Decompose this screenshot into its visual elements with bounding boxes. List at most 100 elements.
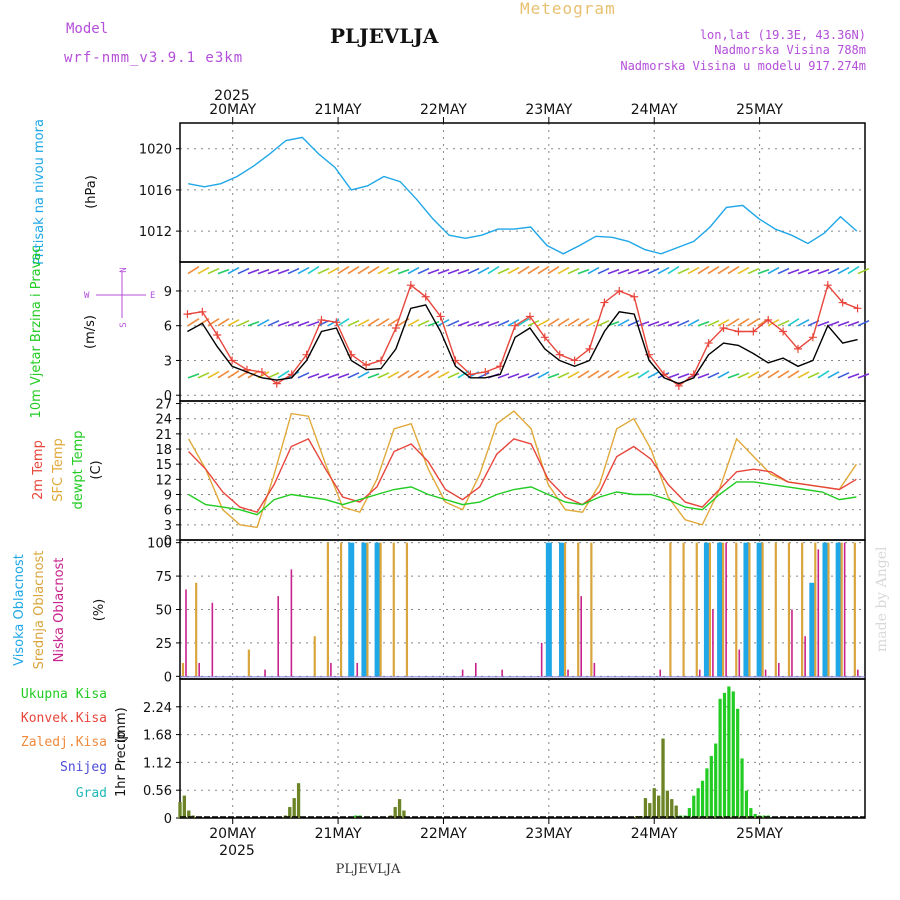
wind-arrow: [367, 373, 380, 379]
wind-arrow: [857, 319, 870, 327]
mid-cloud-bar: [195, 582, 198, 677]
wind-arrow: [197, 372, 210, 379]
conv-precip-bar: [182, 795, 186, 818]
wind-arrow: [407, 370, 420, 379]
conv-precip-bar: [665, 790, 670, 818]
total-precip-bar: [736, 708, 740, 818]
wind-arrow: [567, 371, 580, 379]
wind-arrow: [487, 265, 500, 275]
footer-station: PLJEVLJA: [336, 862, 401, 877]
wind-arrow: [227, 370, 240, 379]
y-tick-label: 0: [164, 812, 172, 827]
wind-arrow: [277, 370, 290, 379]
mid-cloud-bar: [379, 542, 382, 677]
y-tick-label: 3: [164, 354, 172, 369]
wind-arrow: [847, 373, 860, 379]
conv-precip-bar: [652, 788, 656, 818]
wind-arrow: [397, 318, 410, 327]
mid-cloud-bar: [840, 542, 843, 677]
wind-arrow: [617, 319, 630, 327]
y-tick-label: 2.24: [143, 701, 172, 716]
y-tick-label: 0: [164, 670, 172, 685]
conv-precip-bar: [648, 803, 652, 818]
low-cloud-bar: [857, 669, 859, 677]
wind-arrow: [207, 371, 220, 379]
x-tick-label-top: 24MAY: [631, 102, 678, 118]
wind-arrow: [777, 370, 790, 379]
wind-arrow: [607, 370, 620, 379]
gust-marker: [317, 315, 326, 324]
gust-marker: [421, 292, 430, 301]
temp2m-title: 2m Temp: [31, 440, 46, 500]
conv-precip-bar: [657, 795, 661, 818]
total-precip-bar: [731, 691, 735, 818]
wind-arrow: [427, 268, 440, 275]
wind-arrow: [587, 266, 600, 275]
wind-arrow: [697, 265, 710, 275]
low-cloud-title: Niska Oblacnost: [52, 558, 67, 663]
wind-arrow: [817, 268, 830, 275]
wind-arrow: [657, 266, 670, 275]
wind-arrow: [707, 319, 720, 327]
wind-arrow: [447, 372, 460, 379]
low-cloud-bar: [290, 569, 293, 677]
mid-cloud-bar: [247, 649, 250, 677]
low-cloud-bar: [264, 669, 266, 677]
wind-arrow: [387, 267, 400, 275]
wind-arrow: [697, 320, 710, 327]
conv-precip-bar: [288, 807, 292, 818]
wind-arrow: [727, 265, 740, 275]
gust-marker: [362, 361, 371, 370]
conv-precip-bar: [643, 798, 648, 818]
wind-arrow: [627, 372, 640, 379]
wind-arrow: [527, 372, 540, 379]
wind-arrow: [757, 370, 770, 379]
conv-precip-bar: [670, 799, 674, 818]
wind-arrow: [527, 265, 540, 275]
y-tick-label: 9: [164, 285, 172, 300]
wind-arrow: [827, 320, 840, 327]
conv-precip-bar: [354, 817, 358, 818]
wind-arrow: [447, 319, 460, 327]
total-precip-bar: [687, 808, 691, 818]
wind-arrow: [277, 268, 290, 275]
x-tick-label-bottom: 22MAY: [420, 826, 467, 842]
y-tick-label: 50: [155, 604, 172, 619]
wind-arrow: [837, 266, 850, 275]
y-tick-label: 75: [155, 570, 172, 585]
gust-marker: [645, 350, 654, 359]
y-tick-label: 100: [147, 537, 172, 552]
gust-marker: [749, 327, 758, 336]
mid-cloud-bar: [682, 542, 685, 677]
year-bottom: 2025: [219, 843, 255, 859]
wind-arrow: [657, 320, 670, 327]
total-precip-bar: [727, 686, 731, 818]
y-tick-label: 3: [164, 519, 172, 534]
mid-cloud-bar: [695, 542, 698, 677]
wind-arrow: [667, 320, 680, 327]
pressure-title: Pritisak na nivou mora: [32, 119, 47, 265]
gust-marker: [511, 321, 520, 330]
gust-marker: [704, 339, 713, 348]
mid-cloud-bar: [577, 542, 580, 677]
wind-arrow: [357, 265, 370, 275]
wind-arrow: [317, 373, 330, 379]
wind-arrow: [677, 319, 690, 327]
wind-arrow: [207, 267, 220, 275]
wind-arrow: [497, 373, 510, 379]
wind-arrow: [457, 320, 470, 327]
wind-arrow: [477, 266, 490, 275]
wind-arrow: [367, 265, 380, 275]
wind-arrow: [397, 370, 410, 379]
wind-arrow: [397, 268, 410, 275]
wind-arrow: [297, 320, 310, 327]
svg-text:S: S: [119, 322, 129, 327]
conv-precip-bar: [696, 816, 700, 818]
mid-cloud-bar: [827, 542, 830, 677]
wind-arrow: [797, 371, 810, 379]
mid-cloud-title: Srednja Oblacnost: [32, 551, 47, 670]
mid-cloud-bar: [721, 542, 725, 677]
wind-arrow: [547, 318, 560, 327]
low-cloud-bar: [804, 636, 806, 677]
